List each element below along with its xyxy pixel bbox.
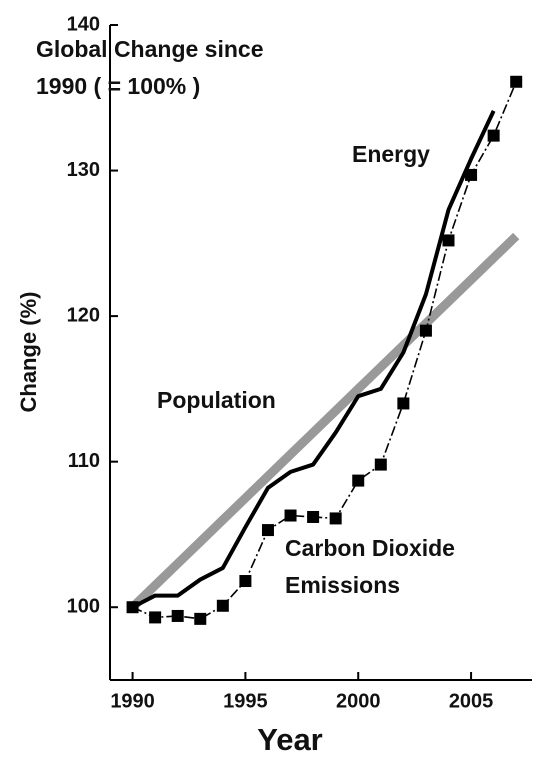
x-tick-label: 2005 — [449, 690, 494, 712]
data-point — [419, 324, 432, 337]
data-point — [352, 474, 365, 487]
data-point — [216, 599, 229, 612]
data-point — [171, 609, 184, 622]
x-axis-label: Year — [257, 722, 323, 757]
data-point — [374, 458, 387, 471]
data-point — [126, 601, 139, 614]
data-point — [465, 168, 478, 181]
x-tick-label: 1990 — [110, 690, 155, 712]
data-point — [487, 129, 500, 142]
data-point — [194, 612, 207, 625]
data-point — [284, 509, 297, 522]
series-line — [129, 232, 520, 611]
data-point — [149, 611, 162, 624]
y-tick-label: 110 — [68, 450, 100, 472]
data-point — [510, 75, 523, 88]
data-point — [442, 234, 455, 247]
y-tick-label: 140 — [67, 13, 100, 35]
data-point — [261, 524, 274, 537]
series-label: Carbon Dioxide Emissions — [285, 535, 455, 598]
data-point — [397, 397, 410, 410]
data-point — [307, 510, 320, 523]
data-point — [329, 512, 342, 525]
x-tick-label: 2000 — [336, 690, 381, 712]
data-point — [239, 575, 252, 588]
y-tick-label: 120 — [67, 304, 100, 326]
series-label: Energy — [352, 141, 430, 167]
series-label: Population — [157, 387, 276, 413]
y-axis-label: Change (%) — [16, 292, 41, 413]
series-line — [131, 110, 496, 609]
x-tick-label: 1995 — [223, 690, 268, 712]
chart-title: Global Change since 1990 ( = 100% ) — [36, 36, 264, 99]
y-tick-label: 100 — [67, 596, 100, 618]
y-tick-label: 130 — [67, 159, 100, 181]
